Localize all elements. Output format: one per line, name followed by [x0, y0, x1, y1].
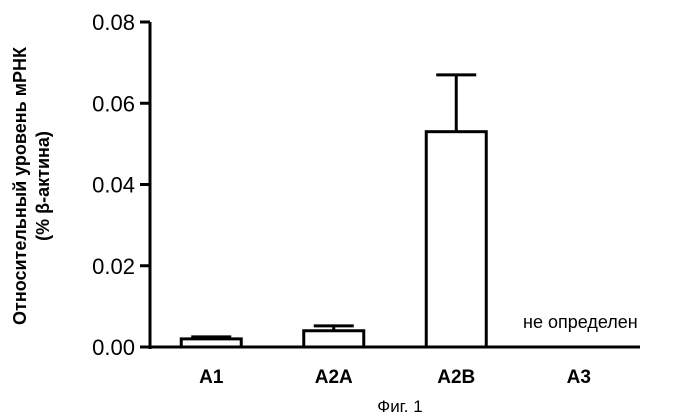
bar-a1: [181, 339, 241, 347]
y-tick-label: 0.00: [92, 335, 135, 360]
bar-a2b: [426, 132, 486, 347]
x-tick-label: A3: [567, 367, 591, 388]
y-tick-label: 0.08: [92, 10, 135, 35]
axes: [149, 22, 641, 349]
x-tick-label: A1: [199, 367, 224, 388]
not-determined-annotation: не определен: [523, 312, 638, 332]
y-tick-label: 0.02: [92, 254, 135, 279]
bars: [181, 75, 486, 347]
y-axis-title-line2: (% β-актина): [33, 131, 53, 241]
y-axis-title: Относительный уровень мРНК (% β-актина): [10, 46, 53, 325]
bar-a2a: [304, 331, 364, 347]
x-tick-label: A2B: [437, 367, 475, 388]
y-tick-label: 0.06: [92, 91, 135, 116]
x-tick-label: A2A: [315, 367, 353, 388]
y-tick-label: 0.04: [92, 173, 135, 198]
x-tick-labels: A1 A2A A2B A3: [199, 367, 591, 388]
figure-caption: Фиг. 1: [377, 397, 422, 416]
y-axis-title-line1: Относительный уровень мРНК: [10, 46, 30, 325]
y-ticks: 0.00 0.02 0.04 0.06 0.08: [92, 10, 150, 360]
